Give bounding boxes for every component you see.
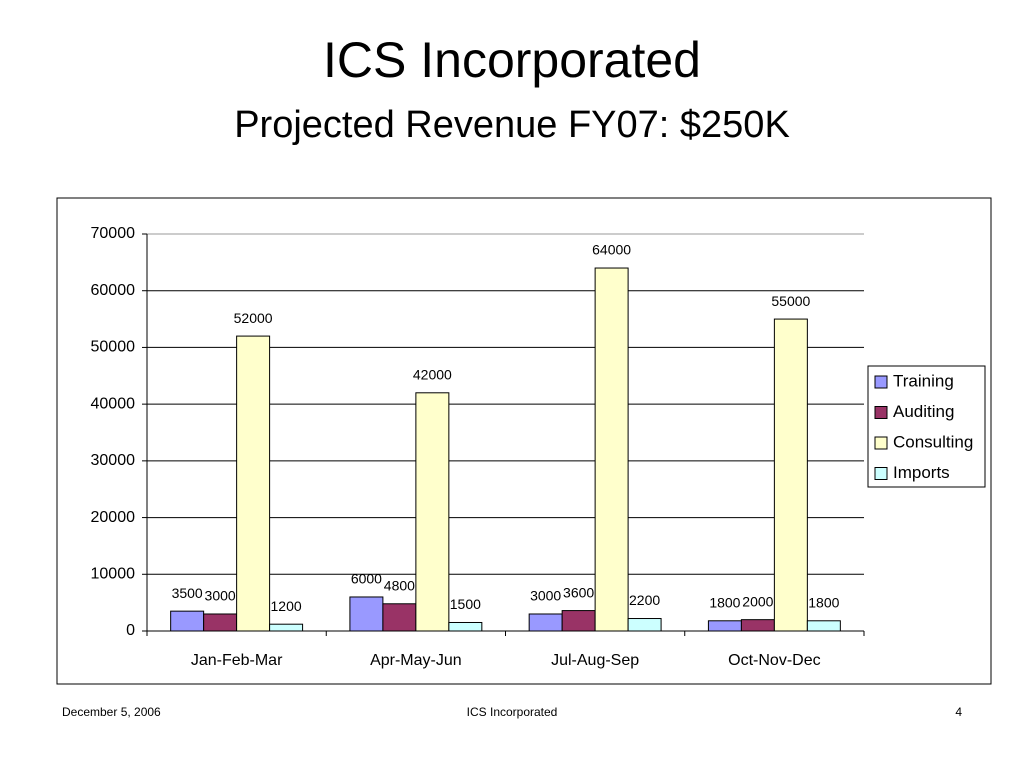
x-tick-label: Jul-Aug-Sep: [551, 652, 639, 669]
legend-swatch: [874, 467, 888, 480]
legend-label: Training: [893, 371, 954, 390]
bar: [561, 610, 596, 632]
chart-frame: [56, 197, 992, 685]
bar: [448, 621, 483, 632]
bar: [382, 603, 417, 632]
bar: [707, 620, 742, 632]
value-label: 3600: [563, 584, 594, 600]
bar: [269, 623, 304, 632]
value-label: 52000: [234, 310, 273, 326]
bar: [627, 618, 662, 632]
value-label: 64000: [592, 242, 631, 258]
bar: [773, 318, 808, 632]
y-tick-label: 30000: [91, 452, 136, 469]
legend-label: Consulting: [893, 432, 973, 451]
bar: [806, 620, 841, 632]
legend-swatch: [874, 436, 888, 450]
value-label: 4800: [384, 577, 415, 593]
y-tick-label: 0: [126, 622, 135, 639]
bar: [203, 613, 238, 632]
value-label: 3000: [205, 588, 236, 604]
slide-subtitle: Projected Revenue FY07: $250K: [234, 104, 790, 146]
footer-page: 4: [955, 705, 962, 719]
chart: 0 10000 20000 30000 40000 50000 60000 70000 Jan-…: [91, 225, 986, 669]
value-label: 6000: [351, 571, 382, 587]
slide-title: ICS Incorporated: [323, 32, 701, 88]
legend-label: Imports: [893, 463, 950, 482]
legend-swatch: [874, 375, 888, 389]
x-tick-label: Apr-May-Jun: [370, 652, 462, 669]
bar: [236, 335, 271, 632]
value-label: 2000: [742, 593, 773, 609]
bar: [415, 392, 450, 632]
bar: [349, 596, 384, 632]
y-tick-label: 50000: [91, 339, 136, 356]
value-label: 42000: [413, 367, 452, 383]
x-tick-label: Oct-Nov-Dec: [728, 652, 820, 669]
y-tick-label: 60000: [91, 282, 136, 299]
legend-swatch: [874, 406, 888, 419]
value-label: 1200: [271, 598, 302, 614]
y-tick-label: 70000: [91, 225, 136, 242]
bar: [170, 610, 205, 632]
y-tick-label: 20000: [91, 509, 136, 526]
value-label: 1800: [709, 594, 740, 610]
x-tick-label: Jan-Feb-Mar: [191, 652, 283, 669]
bar: [528, 613, 563, 632]
value-label: 1800: [808, 594, 839, 610]
value-label: 3500: [172, 585, 203, 601]
y-tick-label: 10000: [91, 566, 136, 583]
bar: [740, 619, 775, 632]
value-label: 1500: [450, 596, 481, 612]
value-label: 3000: [530, 588, 561, 604]
footer-company: ICS Incorporated: [467, 705, 558, 719]
value-label: 55000: [771, 293, 810, 309]
bar: [594, 267, 629, 632]
y-tick-label: 40000: [91, 395, 136, 412]
footer-date: December 5, 2006: [62, 705, 161, 719]
legend-label: Auditing: [893, 402, 954, 421]
value-label: 2200: [629, 592, 660, 608]
